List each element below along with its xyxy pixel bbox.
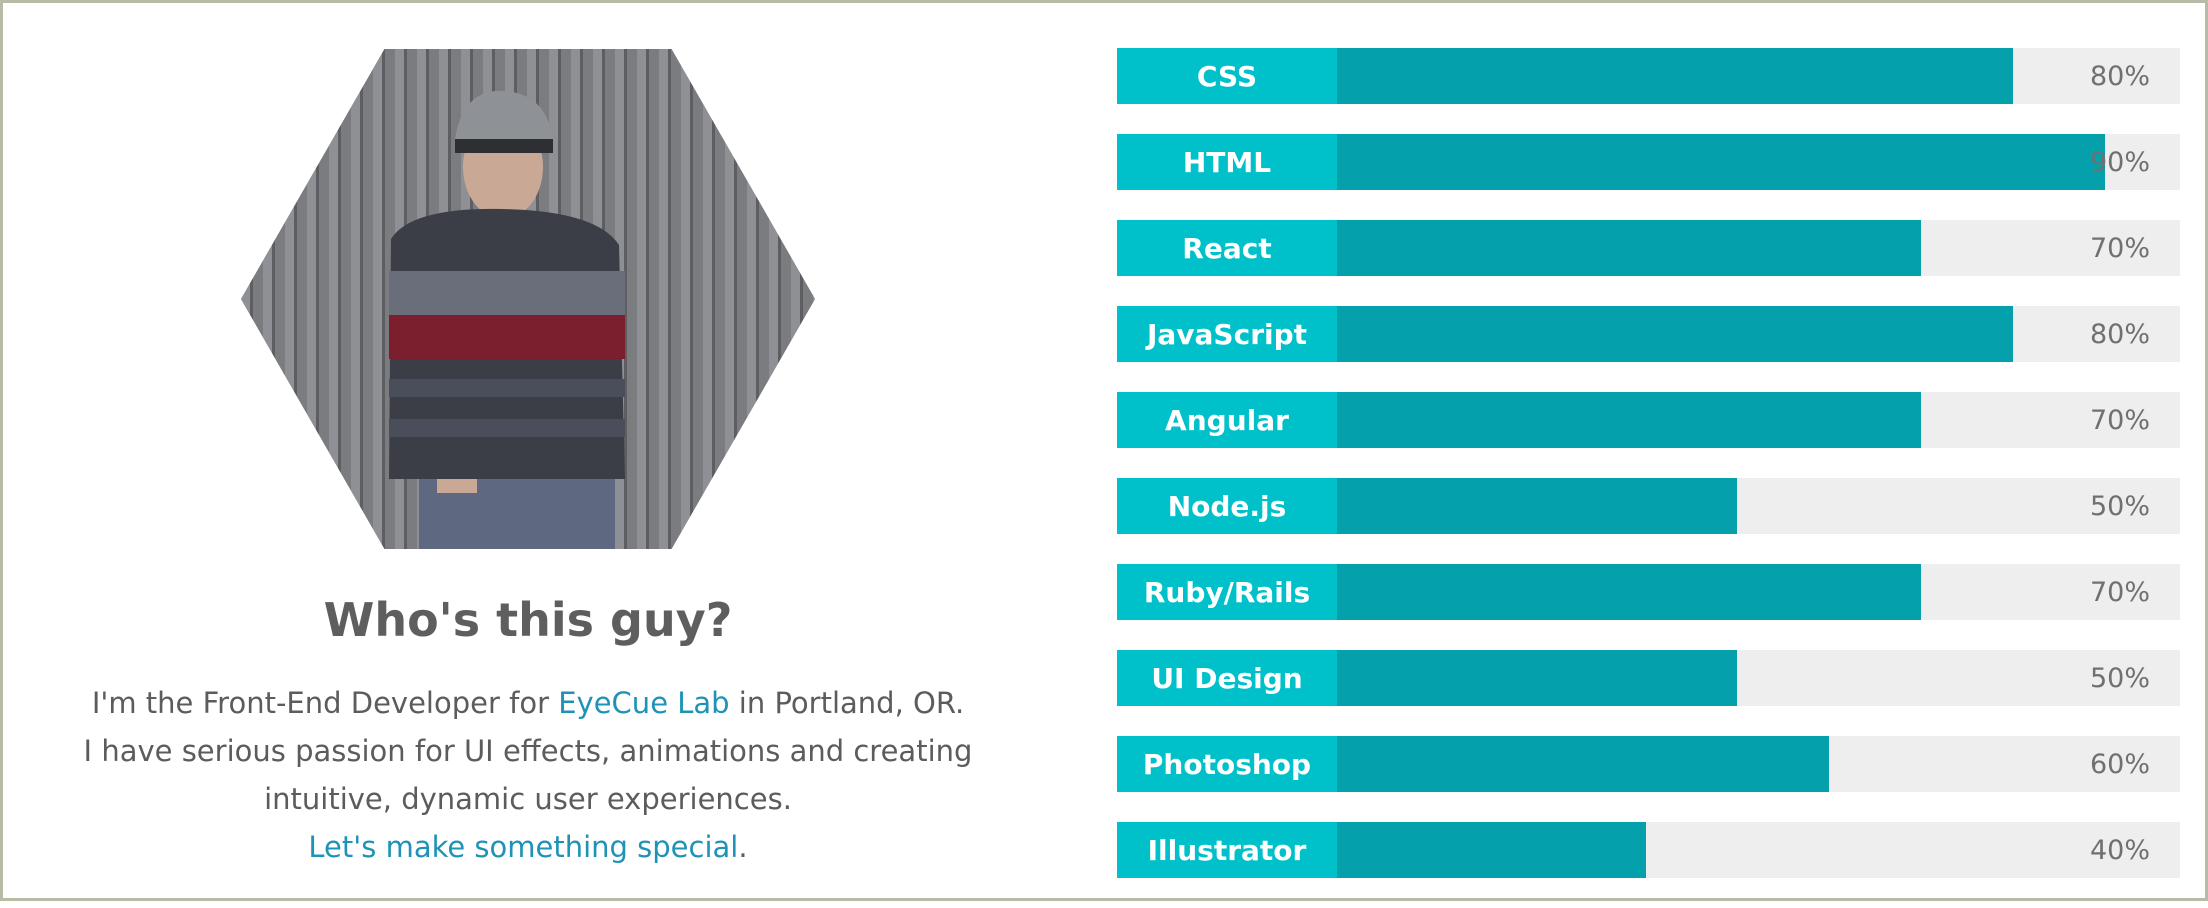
skill-percent: 80%: [2089, 318, 2150, 350]
skill-percent: 50%: [2089, 490, 2150, 522]
skill-percent: 70%: [2089, 232, 2150, 264]
cta-period: .: [738, 830, 748, 864]
bio-line-3: intuitive, dynamic user experiences.: [264, 782, 792, 816]
skill-bar: JavaScript 80%: [1117, 306, 2180, 362]
page-title: Who's this guy?: [323, 593, 733, 647]
bio-line-4: Let's make something special.: [43, 823, 1013, 871]
bio-line-2: I have serious passion for UI effects, a…: [83, 734, 973, 768]
bio-paragraph: I'm the Front-End Developer for EyeCue L…: [43, 679, 1013, 871]
skill-label: CSS: [1117, 48, 1337, 104]
skill-percent: 50%: [2089, 662, 2150, 694]
skill-label: React: [1117, 220, 1337, 276]
skill-bar: React 70%: [1117, 220, 2180, 276]
skill-label: Photoshop: [1117, 736, 1337, 792]
skill-label: UI Design: [1117, 650, 1337, 706]
cta-link[interactable]: Let's make something special: [308, 830, 739, 864]
profile-photo-illustration: [241, 49, 815, 549]
skill-bar: UI Design 50%: [1117, 650, 2180, 706]
skill-bar: Ruby/Rails 70%: [1117, 564, 2180, 620]
skill-label: Illustrator: [1117, 822, 1337, 878]
skill-label: Node.js: [1117, 478, 1337, 534]
skill-bar: HTML 90%: [1117, 134, 2180, 190]
bio-line-1: I'm the Front-End Developer for EyeCue L…: [43, 679, 1013, 727]
skill-label: HTML: [1117, 134, 1337, 190]
skill-label: JavaScript: [1117, 306, 1337, 362]
company-link[interactable]: EyeCue Lab: [558, 686, 730, 720]
bio-text: I'm the Front-End Developer for: [91, 686, 559, 720]
skills-list: CSS 80% HTML 90% React 70% JavaScript 80% An…: [1117, 48, 2180, 908]
skill-bar: CSS 80%: [1117, 48, 2180, 104]
skill-percent: 70%: [2089, 404, 2150, 436]
skill-percent: 40%: [2089, 834, 2150, 866]
skill-bar: Illustrator 40%: [1117, 822, 2180, 878]
skill-percent: 70%: [2089, 576, 2150, 608]
skill-percent: 60%: [2089, 748, 2150, 780]
bio-text: in Portland, OR.: [729, 686, 965, 720]
skill-bar: Node.js 50%: [1117, 478, 2180, 534]
skill-label: Ruby/Rails: [1117, 564, 1337, 620]
profile-photo-hexagon: [241, 49, 815, 549]
skill-label: Angular: [1117, 392, 1337, 448]
about-section: Who's this guy? I'm the Front-End Develo…: [3, 3, 1053, 904]
skill-percent: 90%: [2089, 146, 2150, 178]
skill-bar: Photoshop 60%: [1117, 736, 2180, 792]
skill-bar: Angular 70%: [1117, 392, 2180, 448]
skill-percent: 80%: [2089, 60, 2150, 92]
profile-photo: [241, 49, 815, 549]
